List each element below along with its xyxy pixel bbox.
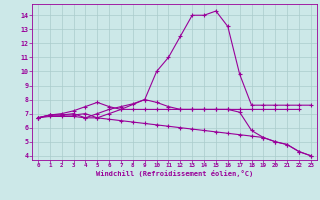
X-axis label: Windchill (Refroidissement éolien,°C): Windchill (Refroidissement éolien,°C) xyxy=(96,170,253,177)
